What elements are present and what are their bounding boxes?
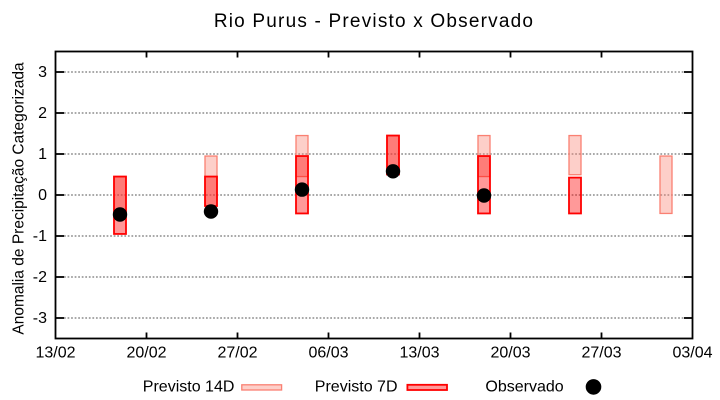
- svg-text:-3: -3: [33, 310, 47, 327]
- svg-text:-2: -2: [33, 269, 47, 286]
- svg-text:Rio Purus - Previsto x Observa: Rio Purus - Previsto x Observado: [214, 11, 534, 32]
- svg-text:-1: -1: [33, 228, 47, 245]
- svg-text:0: 0: [38, 187, 47, 204]
- svg-text:1: 1: [38, 146, 47, 163]
- svg-text:06/03: 06/03: [308, 345, 348, 362]
- svg-text:Observado: Observado: [485, 379, 563, 396]
- svg-text:13/02: 13/02: [35, 345, 75, 362]
- svg-text:03/04: 03/04: [672, 345, 712, 362]
- svg-text:Previsto 14D: Previsto 14D: [143, 379, 235, 396]
- svg-text:Previsto 7D: Previsto 7D: [315, 379, 398, 396]
- svg-text:3: 3: [38, 64, 47, 81]
- svg-text:27/02: 27/02: [217, 345, 257, 362]
- svg-text:27/03: 27/03: [581, 345, 621, 362]
- svg-text:20/03: 20/03: [490, 345, 530, 362]
- svg-text:Anomalia de Precipitação Categ: Anomalia de Precipitação Categorizada: [10, 62, 27, 335]
- svg-text:13/03: 13/03: [399, 345, 439, 362]
- svg-text:2: 2: [38, 105, 47, 122]
- svg-text:20/02: 20/02: [126, 345, 166, 362]
